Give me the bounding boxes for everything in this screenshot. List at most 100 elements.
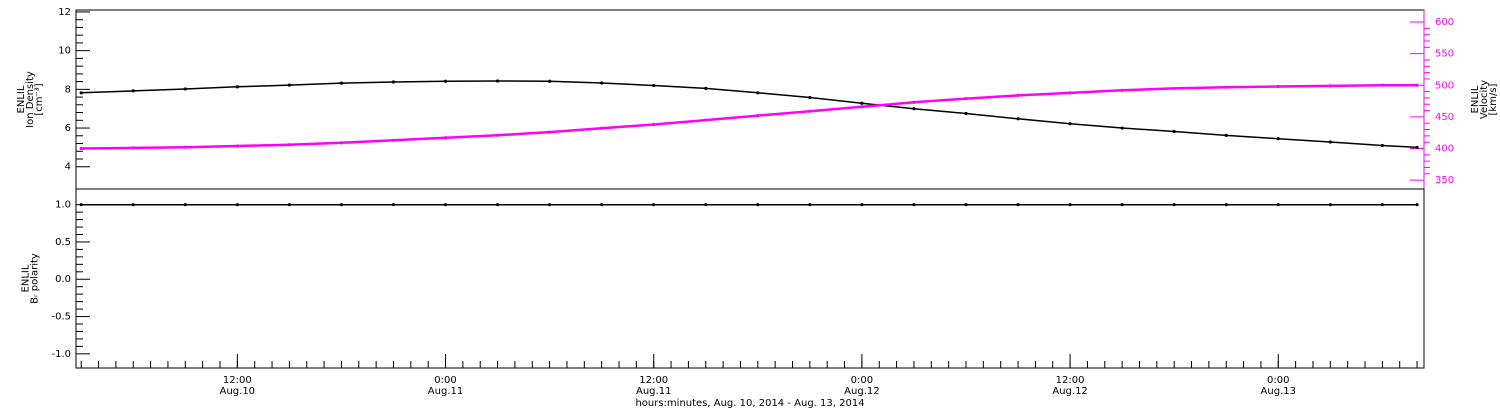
data-point (235, 85, 239, 89)
data-point (652, 122, 656, 127)
data-point (391, 80, 396, 84)
data-point (443, 79, 448, 83)
data-point (1380, 203, 1384, 207)
data-point (1068, 91, 1072, 95)
data-point (183, 203, 187, 207)
data-point (652, 203, 656, 207)
data-point (808, 95, 812, 100)
data-point (912, 203, 916, 207)
data-point (1016, 203, 1020, 207)
data-point (131, 89, 135, 93)
data-point (1415, 203, 1419, 207)
plot-frame (75, 9, 1425, 190)
x-tick-label: 12:00 (1056, 375, 1085, 386)
x-tick-label: Aug.11 (428, 386, 463, 397)
y2-tick-label: 500 (1435, 80, 1454, 91)
data-line (81, 84, 1418, 150)
data-point (1016, 93, 1020, 97)
y-axis-label: [cm⁻³] (34, 83, 45, 115)
data-point (287, 83, 291, 87)
data-point (1120, 126, 1124, 130)
y2-tick-label: 600 (1435, 17, 1454, 28)
data-point (183, 87, 187, 91)
data-line (81, 80, 1418, 149)
data-point (1415, 145, 1419, 149)
data-point (287, 203, 291, 207)
x-tick-label: 0:00 (851, 375, 873, 386)
data-point (1120, 88, 1124, 92)
y-tick-label: 1.0 (55, 200, 71, 211)
data-point (339, 81, 344, 85)
y-tick-label: 0.0 (55, 274, 71, 285)
data-point (235, 203, 239, 207)
y-axis-label: ENLIL (16, 85, 27, 113)
data-point (600, 126, 604, 130)
x-tick-label: Aug.12 (844, 386, 879, 397)
y-tick-label: 12 (58, 7, 71, 18)
data-point (495, 79, 500, 83)
x-tick-label: 12:00 (223, 375, 252, 386)
y-axis-label: Ion Density (25, 71, 36, 128)
data-point (1016, 117, 1020, 121)
y-tick-label: 8 (65, 84, 71, 95)
data-point (756, 114, 760, 118)
data-point (1224, 203, 1228, 207)
y-tick-label: -0.5 (51, 312, 71, 323)
data-point (912, 100, 916, 104)
data-point (912, 107, 916, 111)
data-point (860, 101, 864, 105)
data-point (131, 203, 135, 207)
data-point (1224, 133, 1228, 137)
data-point (860, 203, 864, 207)
x-tick-label: Aug.12 (1052, 386, 1087, 397)
x-tick-label: 0:00 (1267, 375, 1289, 386)
data-point (964, 96, 968, 101)
data-point (860, 105, 864, 109)
x-tick-label: Aug.10 (220, 386, 255, 397)
data-point (1276, 203, 1280, 207)
data-point (183, 145, 187, 149)
x-tick-label: 12:00 (639, 375, 668, 386)
data-point (443, 136, 448, 140)
y-tick-label: 10 (58, 46, 71, 57)
data-point (548, 79, 552, 83)
x-tick-label: Aug.13 (1261, 386, 1296, 397)
y2-tick-label: 550 (1435, 49, 1454, 60)
data-point (808, 203, 812, 207)
y-tick-label: 6 (65, 123, 71, 134)
data-point (1172, 203, 1176, 207)
data-point (704, 118, 708, 122)
x-tick-label: Aug.11 (636, 386, 671, 397)
y2-tick-label: 450 (1435, 112, 1454, 123)
y-axis-label: Bᵣ polarity (30, 253, 41, 304)
data-point (548, 203, 552, 207)
data-point (964, 203, 968, 207)
y2-tick-label: 350 (1435, 175, 1454, 186)
data-point (79, 146, 83, 151)
data-point (1172, 129, 1176, 134)
y-tick-label: 4 (65, 162, 71, 173)
data-point (495, 203, 500, 207)
data-point (808, 109, 812, 113)
data-point (443, 203, 448, 207)
y-tick-label: 0.5 (55, 237, 71, 248)
data-point (548, 130, 552, 134)
plot-frame (75, 188, 1425, 369)
data-point (1068, 122, 1072, 126)
data-point (652, 83, 656, 88)
data-point (1380, 83, 1384, 87)
data-point (1172, 86, 1176, 91)
data-point (1224, 85, 1228, 89)
data-point (235, 144, 239, 148)
data-point (600, 81, 604, 85)
y2-axis-label: Velocity (1479, 80, 1490, 119)
data-point (1276, 84, 1280, 89)
data-point (339, 203, 344, 207)
data-point (1068, 203, 1072, 207)
data-point (1328, 203, 1332, 207)
data-point (1328, 84, 1332, 88)
data-point (704, 203, 708, 207)
y2-axis-label: [km/s] (1488, 83, 1499, 115)
data-point (964, 111, 968, 116)
